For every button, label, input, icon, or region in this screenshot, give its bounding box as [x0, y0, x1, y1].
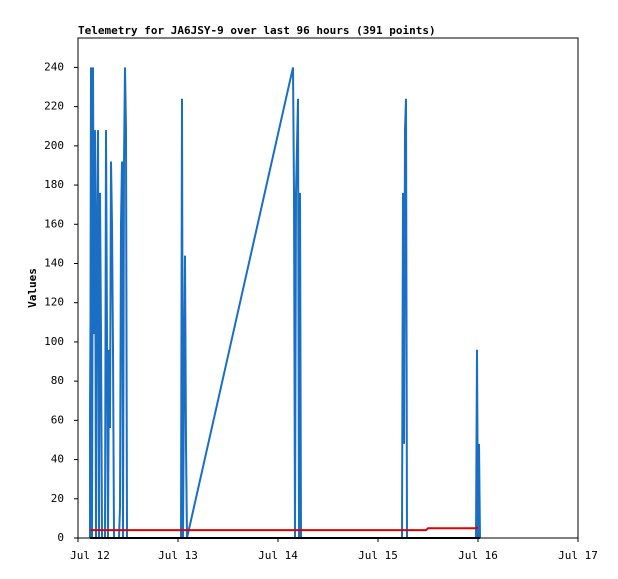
y-tick-label: 100: [44, 335, 64, 348]
y-tick-label: 160: [44, 217, 64, 230]
y-axis-label: Values: [26, 268, 39, 308]
y-tick-label: 120: [44, 296, 64, 309]
chart-title: Telemetry for JA6JSY-9 over last 96 hour…: [78, 24, 436, 37]
y-tick-label: 60: [51, 413, 64, 426]
y-tick-label: 20: [51, 492, 64, 505]
y-tick-label: 40: [51, 453, 64, 466]
data-line: [90, 526, 479, 532]
data-line: [89, 67, 481, 539]
x-tick-label: Jul 17: [558, 549, 598, 562]
x-tick-label: Jul 16: [458, 549, 498, 562]
plot-frame: [77, 37, 579, 539]
x-tick-label: Jul 15: [358, 549, 398, 562]
y-tick-label: 80: [51, 374, 64, 387]
y-tick-label: 200: [44, 139, 64, 152]
x-tick-label: Jul 14: [258, 549, 298, 562]
y-tick-label: 180: [44, 178, 64, 191]
y-tick-label: 0: [57, 531, 64, 544]
y-tick-label: 240: [44, 60, 64, 73]
x-tick-label: Jul 12: [70, 549, 110, 562]
x-tick-label: Jul 13: [158, 549, 198, 562]
y-tick-label: 140: [44, 256, 64, 269]
y-tick-label: 220: [44, 100, 64, 113]
